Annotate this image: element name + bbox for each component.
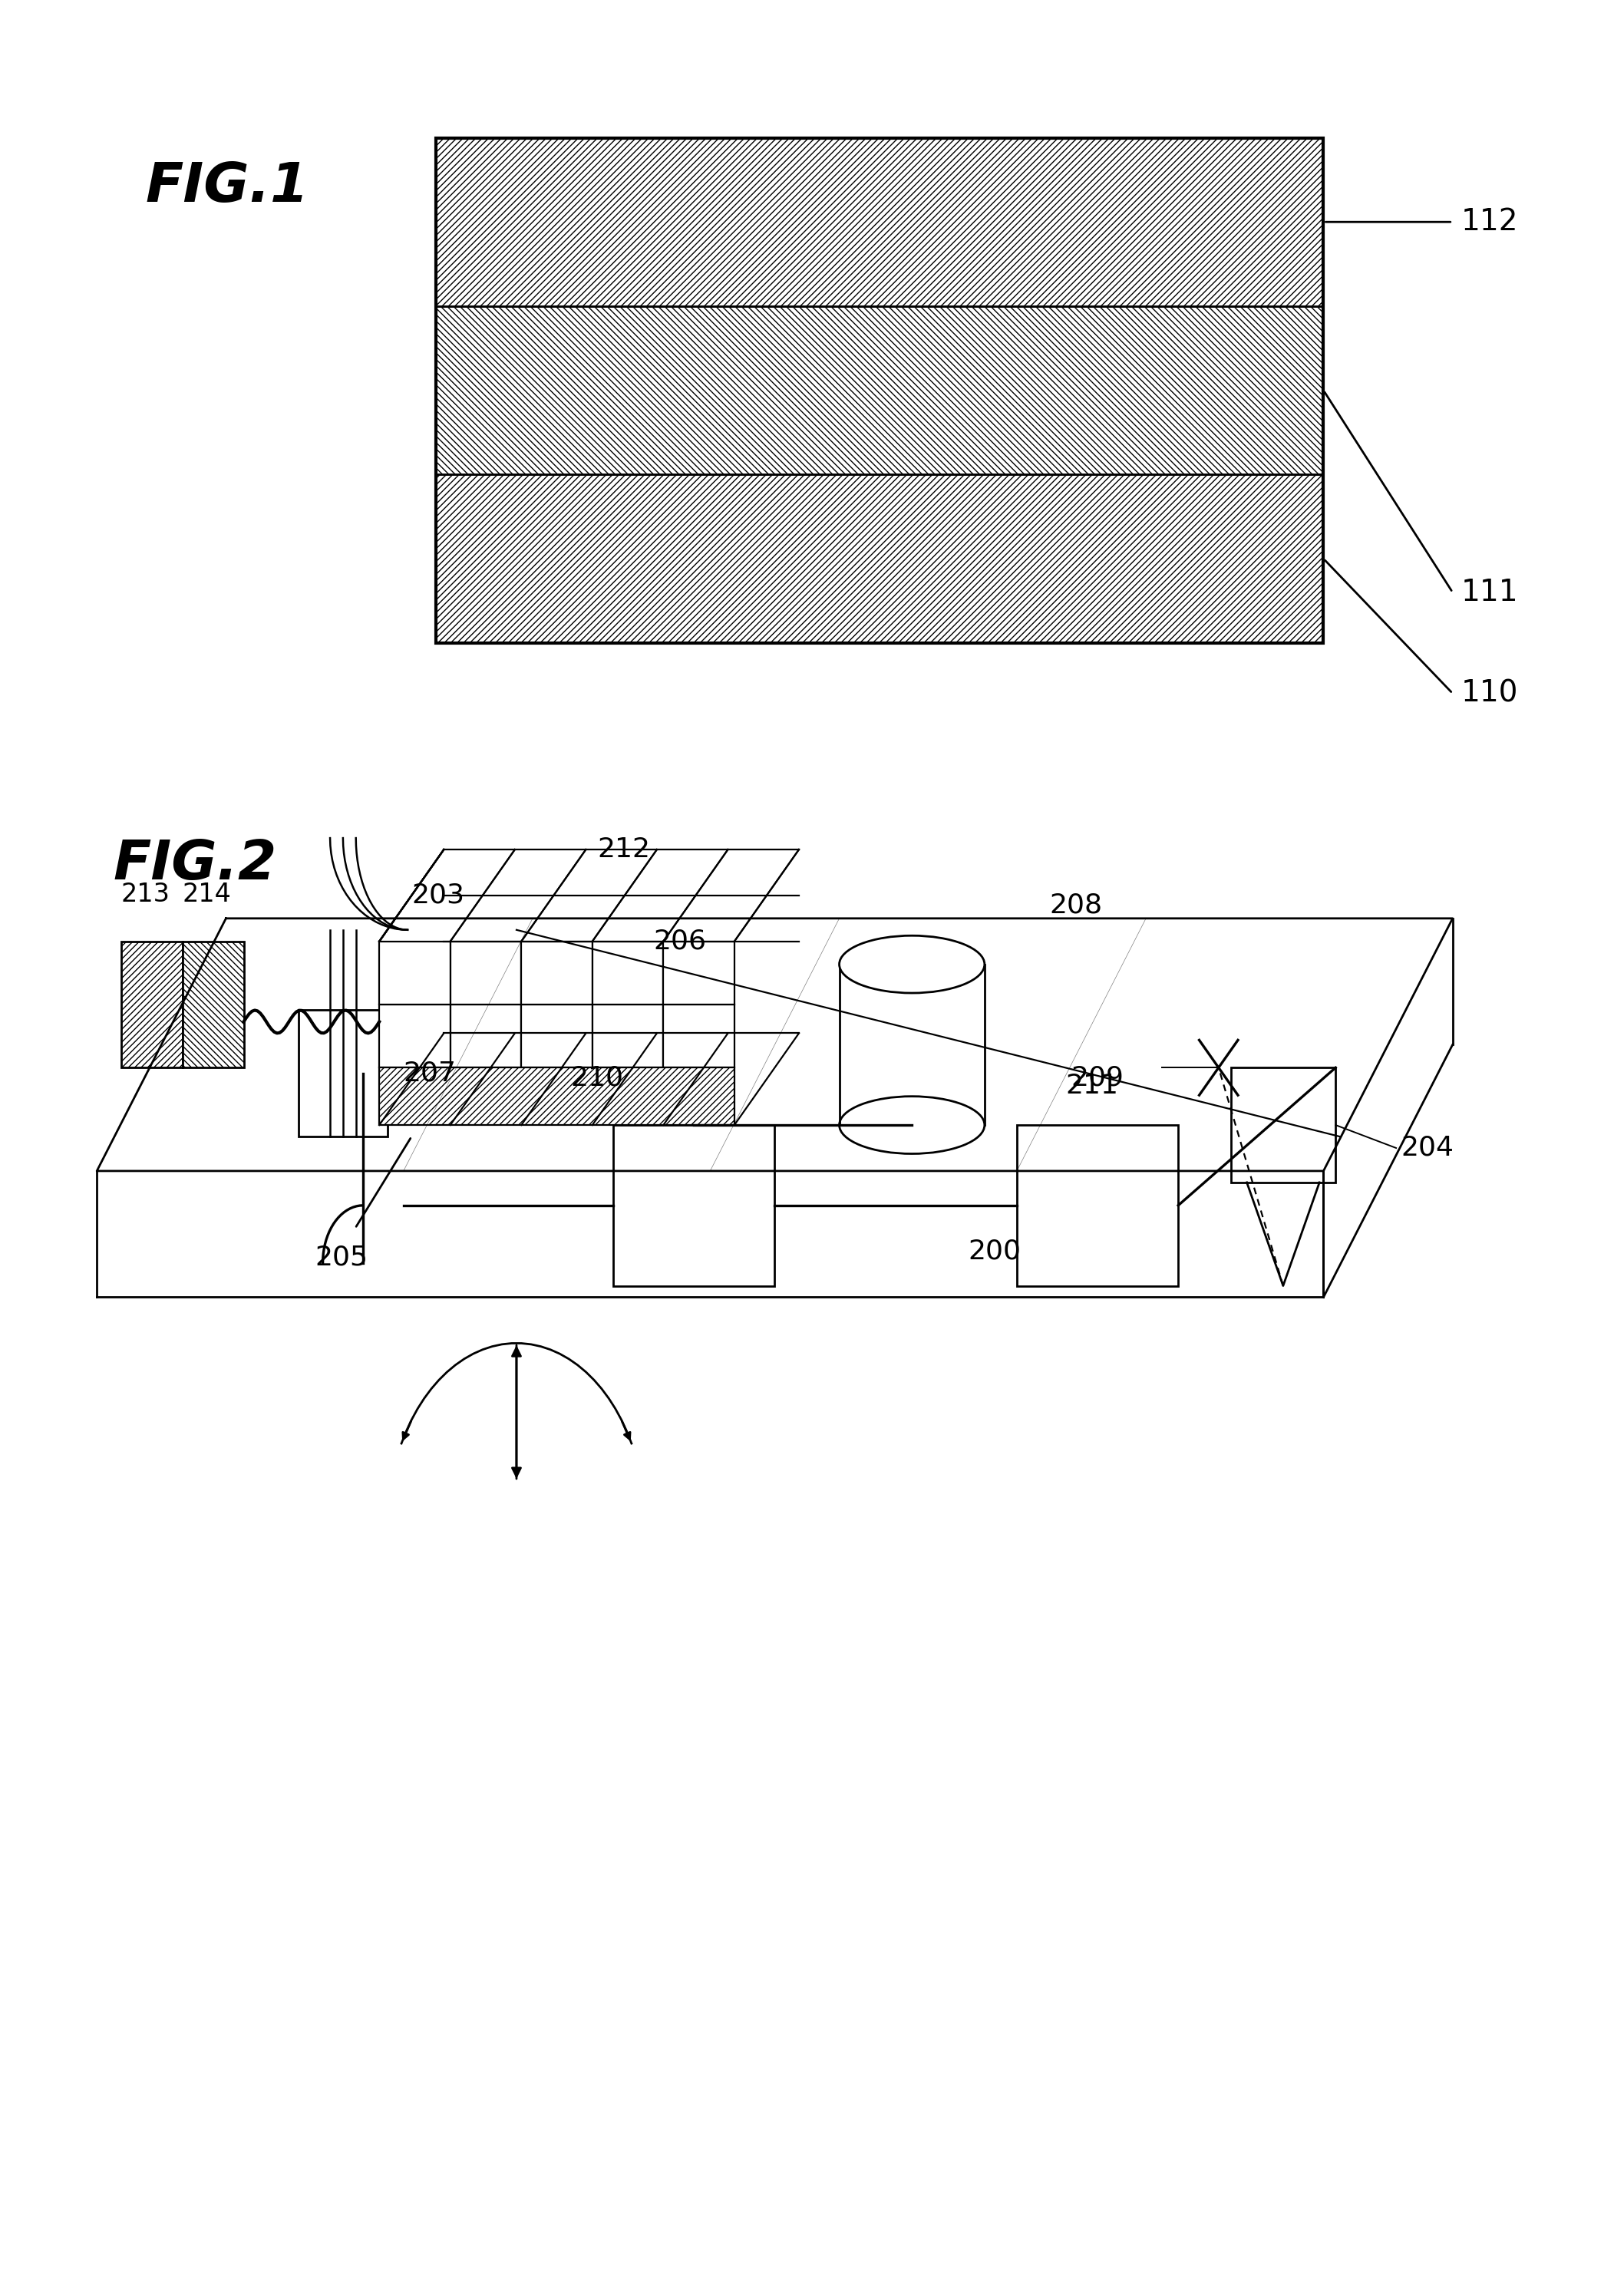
Text: 212: 212 xyxy=(597,836,650,863)
Text: 209: 209 xyxy=(1072,1065,1123,1091)
Bar xyxy=(1231,1068,1336,1182)
Bar xyxy=(379,1068,734,1125)
Text: 207: 207 xyxy=(404,1061,457,1086)
Text: 213: 213 xyxy=(121,882,169,907)
Bar xyxy=(436,475,1323,643)
Bar xyxy=(450,1006,521,1068)
Bar xyxy=(613,1125,775,1286)
Ellipse shape xyxy=(839,1095,985,1155)
Text: 214: 214 xyxy=(182,882,231,907)
Text: 111: 111 xyxy=(1461,579,1517,606)
Text: FIG.2: FIG.2 xyxy=(113,838,276,891)
Text: 203: 203 xyxy=(412,882,465,909)
Bar xyxy=(436,138,1323,305)
Bar xyxy=(436,138,1323,643)
Text: 205: 205 xyxy=(315,1244,368,1270)
Text: 204: 204 xyxy=(1401,1134,1454,1162)
Text: 211: 211 xyxy=(1065,1072,1119,1100)
Bar xyxy=(299,1010,387,1137)
Bar xyxy=(182,941,244,1068)
Bar xyxy=(663,941,734,1006)
Bar xyxy=(521,941,592,1006)
Text: 110: 110 xyxy=(1461,680,1517,707)
Bar xyxy=(1017,1125,1178,1286)
Bar xyxy=(379,1006,450,1068)
Text: 200: 200 xyxy=(968,1238,1022,1265)
Bar xyxy=(121,941,182,1068)
Text: 208: 208 xyxy=(1049,893,1102,918)
Ellipse shape xyxy=(839,937,985,992)
Text: 206: 206 xyxy=(654,928,707,955)
Bar xyxy=(592,1006,663,1068)
Bar xyxy=(379,941,450,1006)
Text: 210: 210 xyxy=(571,1065,623,1091)
Text: 112: 112 xyxy=(1461,207,1517,236)
Bar xyxy=(436,305,1323,475)
Bar xyxy=(592,941,663,1006)
Bar xyxy=(663,1006,734,1068)
Bar xyxy=(450,941,521,1006)
Text: FIG.1: FIG.1 xyxy=(145,161,308,214)
Bar xyxy=(521,1006,592,1068)
